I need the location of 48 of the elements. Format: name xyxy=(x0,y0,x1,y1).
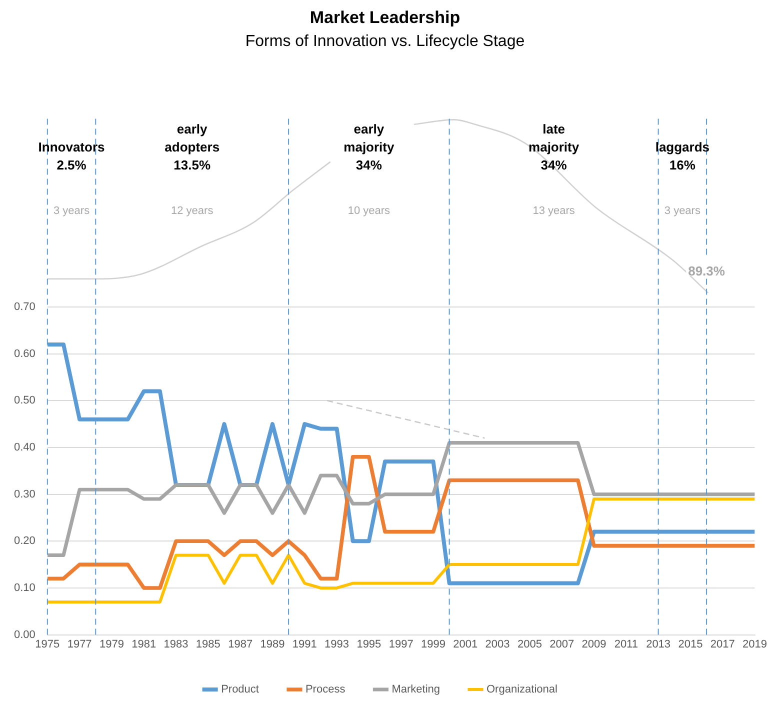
x-tick-label: 2011 xyxy=(614,638,638,650)
annotation: late majority 34% xyxy=(528,122,580,173)
annotation: 3 years xyxy=(664,205,701,218)
x-tick-label: 2005 xyxy=(517,638,542,650)
annotation: 13 years xyxy=(532,205,576,218)
legend-label: Product xyxy=(221,684,259,696)
annotation: 12 years xyxy=(170,205,214,218)
x-tick-label: 1985 xyxy=(196,638,220,650)
x-tick-label: 1975 xyxy=(35,638,60,650)
x-tick-label: 1981 xyxy=(132,638,156,650)
x-tick-label: 2015 xyxy=(678,638,703,650)
x-tick-label: 1999 xyxy=(420,638,446,650)
x-tick-label: 2003 xyxy=(485,638,510,650)
x-tick-label: 2019 xyxy=(742,638,768,650)
y-tick-label: 0.00 xyxy=(14,628,36,641)
y-tick-label: 0.60 xyxy=(14,348,36,360)
y-tick-label: 0.20 xyxy=(14,535,36,548)
x-tick-label: 2001 xyxy=(453,638,478,650)
annotation: early adopters 13.5% xyxy=(164,122,220,173)
x-tick-label: 1987 xyxy=(228,638,253,650)
x-tick-label: 1979 xyxy=(99,638,124,650)
annotation: Innovators 2.5% xyxy=(38,140,105,173)
x-tick-label: 2017 xyxy=(710,638,735,650)
y-tick-label: 0.40 xyxy=(14,442,36,454)
y-tick-label: 0.30 xyxy=(14,488,36,500)
annotation: 3 years xyxy=(53,205,90,218)
annotation: 89.3% xyxy=(688,264,726,279)
x-tick-label: 1997 xyxy=(388,638,414,650)
legend-label: Marketing xyxy=(392,684,440,696)
x-tick-label: 1995 xyxy=(356,638,382,650)
y-tick-label: 0.50 xyxy=(14,394,36,407)
x-tick-label: 2009 xyxy=(582,638,606,650)
annotation: 10 years xyxy=(348,205,391,218)
chart-title: Market Leadership xyxy=(308,8,462,28)
x-tick-label: 1993 xyxy=(324,638,350,650)
legend-label: Process xyxy=(305,684,346,696)
chart-subtitle: Forms of Innovation vs. Lifecycle Stage xyxy=(244,33,526,51)
y-tick-label: 0.70 xyxy=(14,301,36,314)
annotation: laggards 16% xyxy=(655,140,710,173)
x-tick-label: 1983 xyxy=(164,638,188,650)
annotation: early majority 34% xyxy=(344,122,395,173)
y-tick-label: 0.10 xyxy=(14,582,36,594)
x-tick-label: 1989 xyxy=(260,638,285,650)
x-tick-label: 1977 xyxy=(67,638,92,650)
x-tick-label: 2007 xyxy=(550,638,574,650)
x-tick-label: 2013 xyxy=(646,638,671,650)
legend-label: Organizational xyxy=(486,684,558,696)
x-tick-label: 1991 xyxy=(292,638,317,650)
